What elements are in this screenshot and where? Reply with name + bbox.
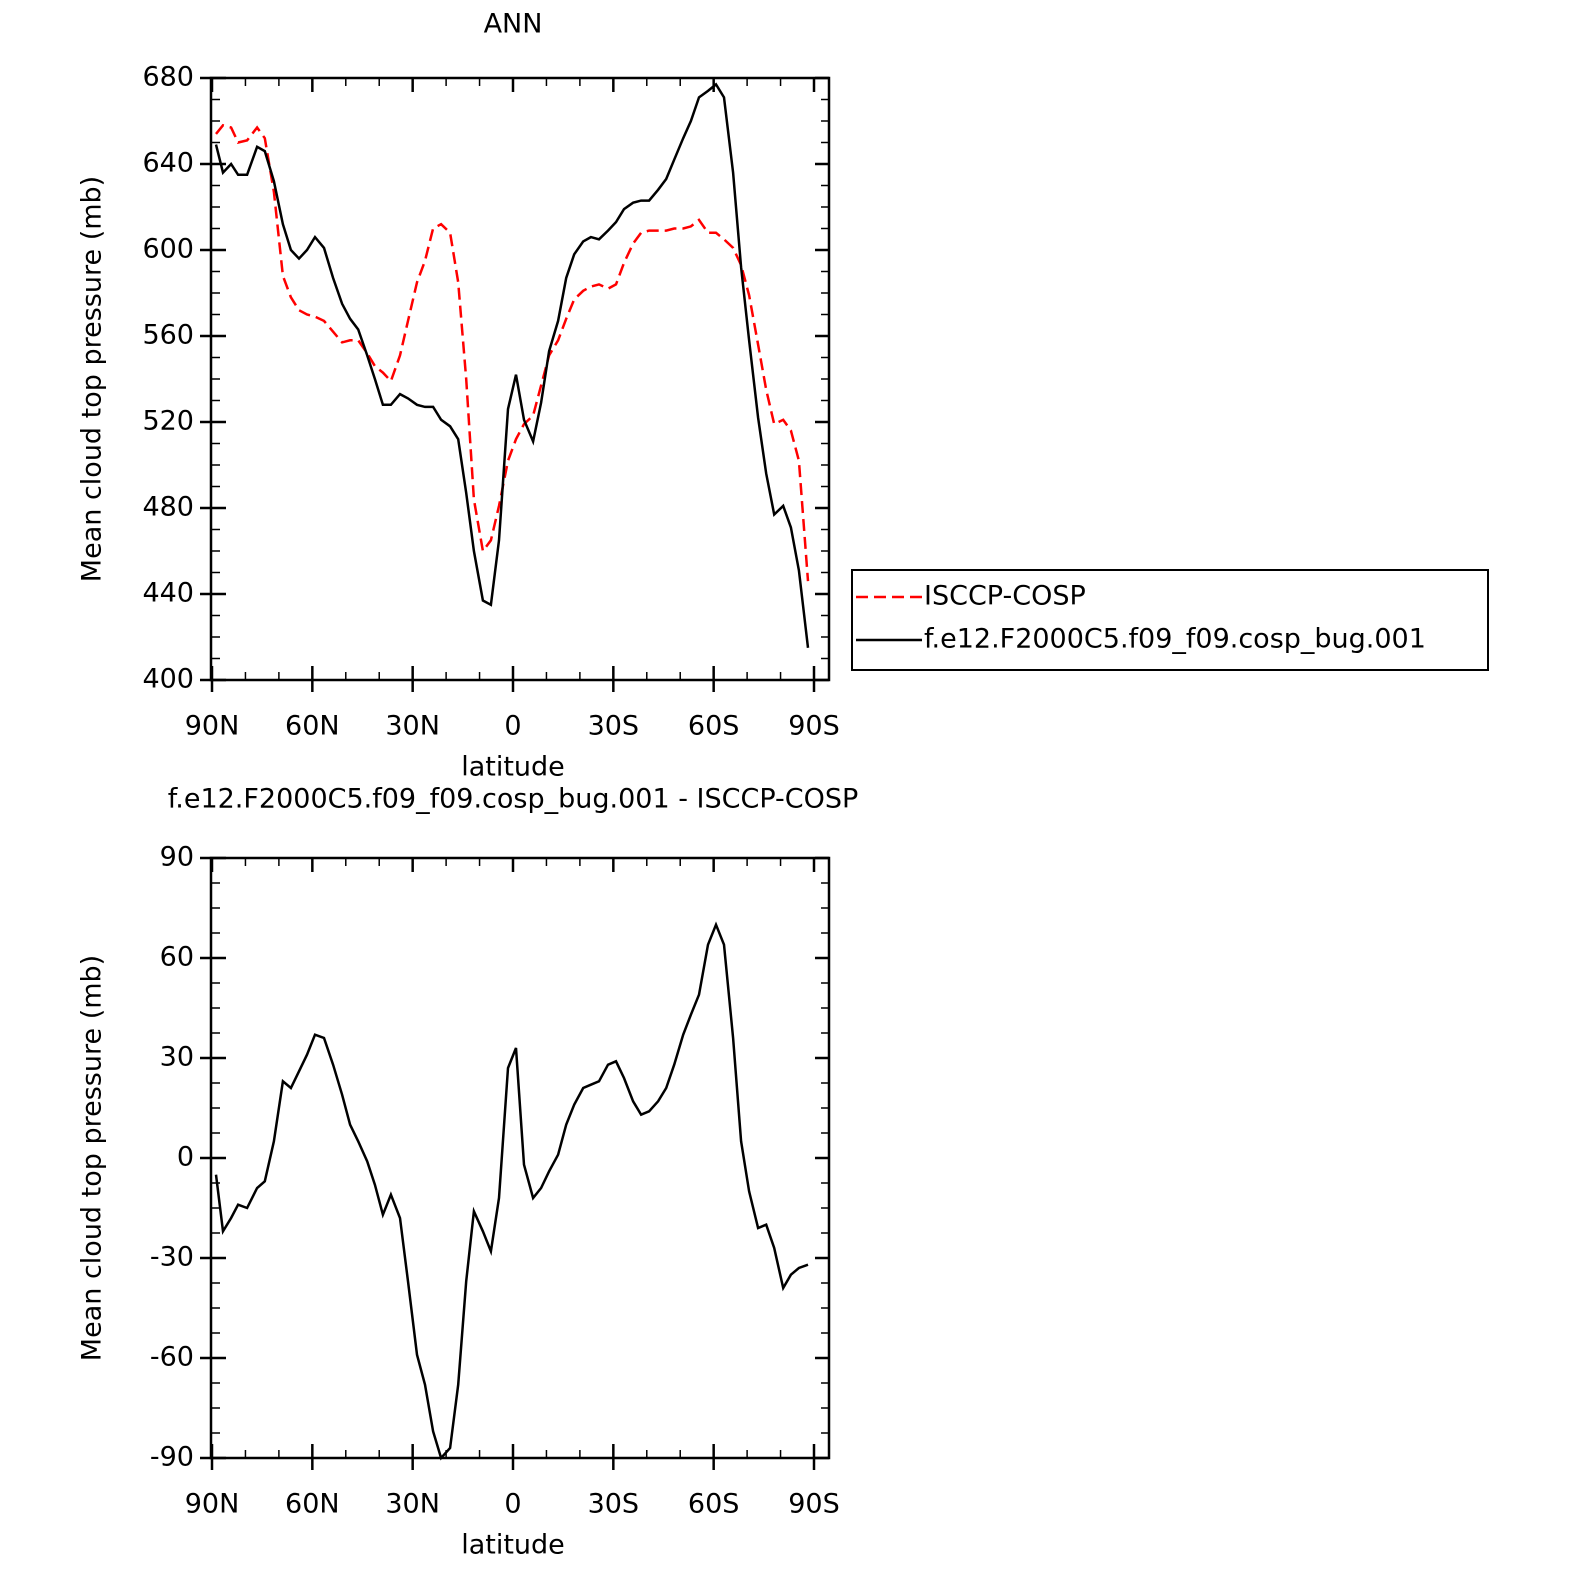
x-tick-label: 30S xyxy=(588,711,640,742)
x-tick-label: 60S xyxy=(688,1489,740,1520)
y-tick-label: 640 xyxy=(142,148,194,179)
chart-title: ANN xyxy=(484,9,543,40)
y-tick-label: 60 xyxy=(160,942,194,973)
x-tick-label: 60N xyxy=(285,1489,340,1520)
y-axis-label: Mean cloud top pressure (mb) xyxy=(77,955,108,1361)
x-axis-label: latitude xyxy=(461,1530,565,1561)
x-tick-label: 90N xyxy=(185,1489,240,1520)
legend-label: ISCCP-COSP xyxy=(924,581,1086,612)
y-tick-label: 0 xyxy=(177,1142,194,1173)
legend-box xyxy=(851,569,1489,671)
y-tick-label: 560 xyxy=(142,320,194,351)
x-tick-label: 60N xyxy=(285,711,340,742)
data-line xyxy=(214,921,809,1461)
y-tick-label: 680 xyxy=(142,62,194,93)
y-tick-label: 520 xyxy=(142,406,194,437)
x-tick-label: 90S xyxy=(788,1489,840,1520)
legend-label: f.e12.F2000C5.f09_f09.cosp_bug.001 xyxy=(924,624,1426,655)
x-tick-label: 90S xyxy=(788,711,840,742)
plot-frame xyxy=(209,76,831,682)
plot-frame xyxy=(209,856,831,1460)
y-axis-label: Mean cloud top pressure (mb) xyxy=(77,176,108,582)
y-tick-label: 440 xyxy=(142,578,194,609)
x-tick-label: 60S xyxy=(688,711,740,742)
y-tick-label: 600 xyxy=(142,234,194,265)
y-tick-label: -60 xyxy=(150,1342,194,1373)
data-line xyxy=(215,123,810,582)
y-tick-label: 480 xyxy=(142,492,194,523)
x-tick-label: 30S xyxy=(588,1489,640,1520)
y-tick-label: 30 xyxy=(160,1042,194,1073)
x-tick-label: 0 xyxy=(504,711,521,742)
data-line xyxy=(214,82,810,648)
x-tick-label: 0 xyxy=(504,1489,521,1520)
x-tick-label: 30N xyxy=(385,711,440,742)
y-tick-label: -90 xyxy=(150,1442,194,1473)
y-tick-label: 400 xyxy=(142,664,194,695)
x-tick-label: 30N xyxy=(385,1489,440,1520)
x-tick-label: 90N xyxy=(185,711,240,742)
chart-title: f.e12.F2000C5.f09_f09.cosp_bug.001 - ISC… xyxy=(168,784,859,815)
y-tick-label: 90 xyxy=(160,842,194,873)
x-axis-label: latitude xyxy=(461,752,565,783)
y-tick-label: -30 xyxy=(150,1242,194,1273)
